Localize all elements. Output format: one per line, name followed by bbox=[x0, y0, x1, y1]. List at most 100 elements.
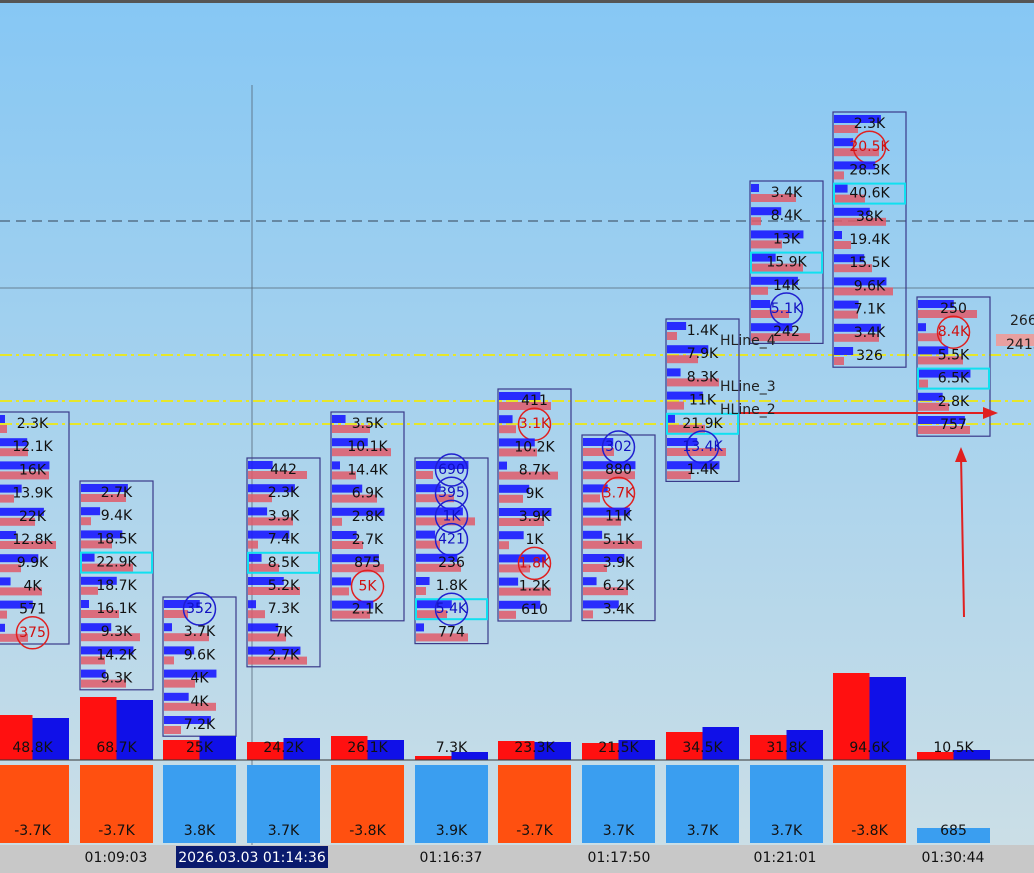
cell-value: 7.2K bbox=[184, 717, 216, 733]
cell-value: 13K bbox=[773, 231, 801, 247]
bid-bar bbox=[918, 416, 965, 424]
cell-value: 3.9K bbox=[519, 509, 551, 525]
cell-value: 7.4K bbox=[268, 532, 300, 548]
volume-buy bbox=[786, 730, 823, 760]
cell-value: 5K bbox=[358, 578, 377, 594]
bid-bar bbox=[332, 600, 374, 609]
ask-bar bbox=[81, 586, 98, 595]
cell-value: 11K bbox=[605, 509, 633, 525]
bid-bar bbox=[751, 276, 798, 285]
ask-bar bbox=[834, 194, 865, 203]
ask-bar bbox=[499, 402, 551, 410]
bid-bar bbox=[583, 554, 625, 562]
bid-bar bbox=[332, 415, 346, 423]
ask-bar bbox=[583, 448, 614, 456]
cell-value: 40.6K bbox=[849, 186, 890, 202]
ask-bar bbox=[583, 517, 621, 526]
ask-bar bbox=[834, 287, 893, 296]
poc-box bbox=[80, 551, 153, 574]
bid-bar bbox=[751, 323, 793, 332]
ask-bar bbox=[751, 310, 789, 318]
delta-bar bbox=[163, 765, 236, 843]
cell-value: 4K bbox=[23, 578, 42, 594]
volume-label: 26.1K bbox=[347, 740, 388, 756]
bid-bar bbox=[499, 461, 507, 470]
volume-sell bbox=[582, 743, 619, 760]
ask-bar bbox=[248, 540, 258, 549]
cell-value: 7.1K bbox=[854, 302, 886, 318]
cell-value: 2.7K bbox=[352, 532, 384, 548]
cell-value: 1.8K bbox=[519, 555, 551, 571]
cell-value: 2.1K bbox=[352, 602, 384, 618]
column-box bbox=[581, 434, 656, 622]
bid-bar bbox=[583, 438, 614, 446]
bid-bar bbox=[667, 345, 709, 354]
ask-bar bbox=[248, 633, 286, 642]
bid-bar bbox=[751, 300, 771, 308]
bid-bar bbox=[499, 577, 519, 586]
cell-value: 2.7K bbox=[101, 485, 133, 501]
bid-bar bbox=[667, 368, 681, 377]
volume-label: 24.2K bbox=[263, 740, 304, 756]
ask-bar bbox=[81, 517, 91, 526]
bid-bar bbox=[667, 391, 703, 400]
cell-value: 28.3K bbox=[849, 162, 890, 178]
ask-bar bbox=[81, 540, 112, 549]
price-label: 266 bbox=[1010, 313, 1034, 329]
cell-value: 250 bbox=[940, 301, 967, 317]
column-box bbox=[0, 411, 70, 645]
cell-value: 2.3K bbox=[854, 116, 886, 132]
bid-bar bbox=[0, 484, 22, 493]
cell-value: 4K bbox=[190, 671, 209, 687]
poc-box bbox=[415, 598, 488, 621]
ask-bar bbox=[164, 610, 188, 618]
ask-bar bbox=[332, 587, 349, 596]
volume-label: 21.5K bbox=[598, 740, 639, 756]
delta-bar bbox=[666, 765, 739, 843]
cell-value: 9.6K bbox=[184, 647, 216, 663]
ask-bar bbox=[248, 656, 307, 665]
bid-bar bbox=[164, 692, 189, 701]
arrow bbox=[960, 454, 965, 618]
ask-bar bbox=[499, 610, 516, 619]
bid-bar bbox=[751, 207, 782, 216]
ask-bar bbox=[834, 125, 858, 133]
bid-bar bbox=[164, 623, 172, 632]
ask-bar bbox=[416, 540, 440, 549]
cell-value: 3.9K bbox=[603, 555, 635, 571]
ask-bar bbox=[0, 517, 35, 526]
bid-bar bbox=[918, 392, 943, 401]
bid-bar bbox=[834, 138, 854, 147]
ask-bar bbox=[0, 494, 14, 503]
ask-bar bbox=[164, 726, 181, 734]
column-box bbox=[330, 411, 405, 622]
cell-value: 2.8K bbox=[352, 509, 384, 525]
cell-value: 13.4K bbox=[682, 439, 723, 455]
delta-bar bbox=[917, 828, 990, 843]
column-box bbox=[497, 388, 572, 622]
cell-value: 9.9K bbox=[17, 555, 49, 571]
volume-label: 68.7K bbox=[96, 740, 137, 756]
ask-bar bbox=[332, 564, 384, 573]
cell-value: 22.9K bbox=[96, 555, 137, 571]
ask-bar bbox=[918, 310, 977, 318]
bid-bar bbox=[0, 577, 11, 586]
cell-value: 18.7K bbox=[96, 578, 137, 594]
cell-value: 5.1K bbox=[603, 532, 635, 548]
volume-label: 31.8K bbox=[766, 740, 807, 756]
bid-bar bbox=[834, 277, 887, 286]
bid-bar bbox=[583, 507, 630, 516]
ask-bar bbox=[416, 471, 433, 479]
ask-bar bbox=[416, 517, 475, 526]
cell-value: 9.3K bbox=[101, 671, 133, 687]
bid-bar bbox=[332, 554, 379, 563]
ask-bar bbox=[583, 610, 593, 619]
imbalance-circle bbox=[936, 315, 971, 349]
ask-bar bbox=[248, 563, 279, 572]
delta-bar bbox=[498, 765, 571, 843]
cell-value: 690 bbox=[438, 462, 465, 478]
bid-bar bbox=[248, 484, 295, 493]
ask-bar bbox=[918, 356, 963, 365]
ask-bar bbox=[164, 679, 195, 688]
price-label: 2415 bbox=[1006, 337, 1034, 353]
